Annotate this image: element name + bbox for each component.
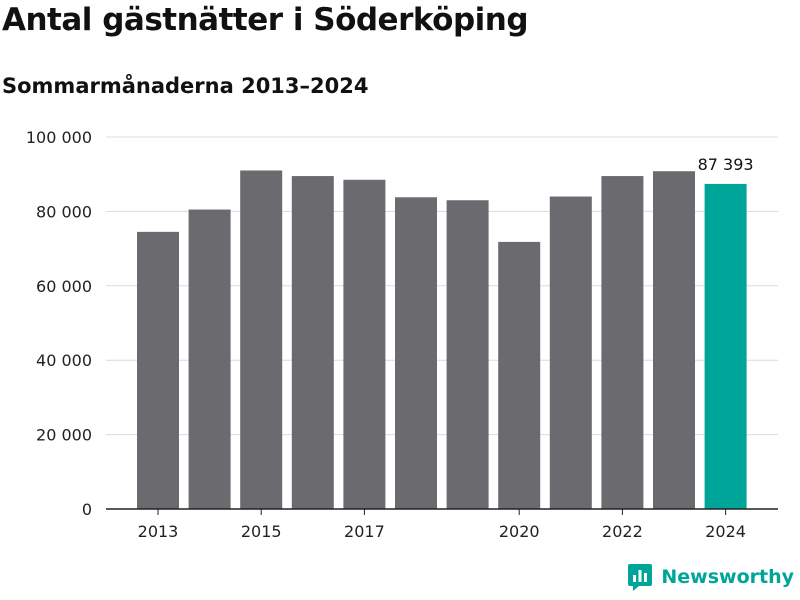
y-tick-label: 0 (82, 500, 92, 519)
chart-subtitle: Sommarmånaderna 2013–2024 (2, 74, 369, 98)
newsworthy-logo-icon (628, 564, 653, 591)
y-tick-label: 80 000 (36, 202, 92, 221)
x-tick-label: 2013 (138, 522, 179, 541)
x-tick-label: 2020 (499, 522, 540, 541)
bar-2023 (653, 171, 695, 509)
brand-logo: Newsworthy (627, 562, 794, 592)
bar-2014 (188, 209, 231, 510)
y-tick-label: 20 000 (36, 426, 92, 445)
brand-name: Newsworthy (661, 566, 794, 588)
chart-title: Antal gästnätter i Söderköping (2, 2, 529, 38)
bar-2024 (704, 183, 747, 509)
x-tick-label: 2022 (602, 522, 643, 541)
highlight-value-label: 87 393 (698, 155, 754, 174)
x-tick-label: 2024 (705, 522, 746, 541)
bar-2017 (343, 179, 386, 509)
y-tick-label: 40 000 (36, 351, 92, 370)
bar-2020 (498, 241, 541, 510)
bar-2015 (240, 170, 283, 510)
x-tick-label: 2017 (344, 522, 385, 541)
x-axis-ticks: 2013 2015 2017 2020 2022 2024 (138, 509, 746, 541)
bar-2013 (137, 231, 179, 510)
bar-2022 (601, 176, 644, 509)
bar-2018 (395, 197, 437, 509)
bar-2021 (549, 196, 592, 509)
bar-2016 (291, 176, 334, 509)
bar-2019 (446, 200, 489, 510)
y-tick-label: 100 000 (26, 128, 92, 147)
x-tick-label: 2015 (241, 522, 282, 541)
bars (137, 170, 747, 510)
y-axis-ticks: 0 20 000 40 000 60 000 80 000 100 000 (26, 128, 92, 519)
y-tick-label: 60 000 (36, 277, 92, 296)
